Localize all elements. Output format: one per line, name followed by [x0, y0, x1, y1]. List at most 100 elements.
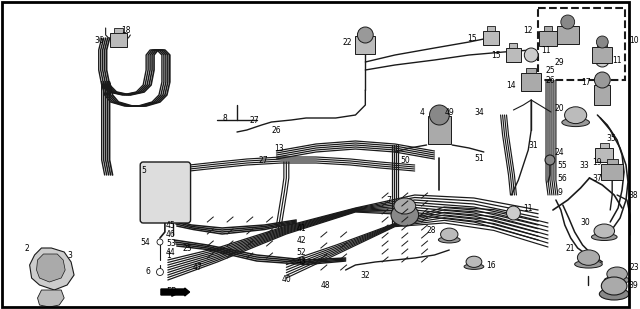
Text: 11: 11	[612, 56, 621, 65]
Text: 17: 17	[581, 78, 591, 87]
Ellipse shape	[594, 224, 614, 238]
Bar	[522, 73, 541, 91]
Bar	[539, 31, 557, 45]
Circle shape	[595, 72, 610, 88]
Text: 50: 50	[400, 155, 410, 164]
Bar	[602, 164, 623, 180]
Ellipse shape	[394, 198, 416, 214]
Text: 26: 26	[545, 75, 555, 84]
Text: 1: 1	[166, 251, 171, 260]
Text: 2: 2	[25, 243, 29, 252]
Bar	[597, 42, 607, 47]
Text: 46: 46	[166, 230, 176, 239]
Text: 25: 25	[545, 66, 555, 74]
Ellipse shape	[440, 228, 458, 241]
Ellipse shape	[599, 288, 629, 300]
Text: 45: 45	[166, 221, 176, 230]
Ellipse shape	[577, 250, 600, 265]
Bar	[607, 159, 618, 164]
Text: 10: 10	[629, 36, 639, 44]
Text: 41: 41	[296, 223, 306, 232]
Text: 35: 35	[606, 133, 616, 142]
Text: 6: 6	[145, 268, 150, 277]
Text: 48: 48	[321, 281, 331, 290]
Text: 9: 9	[558, 188, 563, 197]
Bar	[598, 80, 606, 85]
Polygon shape	[29, 248, 74, 290]
Circle shape	[595, 53, 609, 67]
Ellipse shape	[438, 237, 460, 243]
Text: 40: 40	[282, 276, 291, 285]
Bar	[526, 68, 536, 73]
Circle shape	[545, 155, 555, 165]
Bar	[543, 26, 552, 31]
Text: 23: 23	[630, 264, 639, 273]
Bar	[114, 28, 123, 33]
Text: 25: 25	[182, 243, 192, 252]
Text: 27: 27	[259, 155, 268, 164]
Text: 7: 7	[386, 196, 391, 205]
Bar	[355, 36, 375, 54]
Ellipse shape	[607, 267, 627, 281]
Text: 30: 30	[580, 218, 591, 226]
Text: 32: 32	[360, 270, 370, 280]
Text: 53: 53	[166, 239, 176, 248]
Bar	[509, 43, 517, 48]
Text: 52: 52	[296, 248, 306, 256]
Bar	[595, 85, 610, 105]
Text: 34: 34	[474, 108, 484, 116]
Circle shape	[357, 27, 373, 43]
Text: 51: 51	[474, 154, 484, 163]
Text: 8: 8	[222, 113, 227, 122]
Bar	[593, 47, 612, 63]
Text: 47: 47	[193, 264, 202, 273]
Text: 29: 29	[555, 57, 564, 66]
Circle shape	[596, 36, 608, 48]
Bar	[109, 33, 127, 47]
FancyArrow shape	[161, 288, 189, 296]
Bar	[506, 48, 522, 62]
Text: 4: 4	[420, 108, 424, 116]
Text: 49: 49	[444, 108, 454, 116]
Ellipse shape	[604, 277, 630, 283]
Text: 3: 3	[67, 251, 72, 260]
Text: 18: 18	[122, 26, 131, 35]
Text: 44: 44	[166, 248, 176, 256]
Circle shape	[157, 269, 163, 276]
Circle shape	[429, 105, 449, 125]
Text: 5: 5	[141, 166, 146, 175]
Circle shape	[506, 206, 520, 220]
Bar	[433, 111, 445, 116]
Text: 19: 19	[593, 158, 602, 167]
Text: 36: 36	[95, 36, 104, 44]
Bar	[557, 26, 579, 44]
Text: 16: 16	[486, 260, 495, 269]
Ellipse shape	[562, 118, 589, 127]
Ellipse shape	[564, 107, 587, 124]
Text: 11: 11	[524, 204, 533, 213]
Text: 38: 38	[628, 191, 637, 200]
Text: 28: 28	[427, 226, 436, 235]
Text: 13: 13	[275, 143, 284, 153]
Text: 42: 42	[296, 235, 306, 244]
Text: 21: 21	[565, 243, 575, 252]
Ellipse shape	[591, 234, 617, 240]
Bar	[360, 31, 371, 36]
Circle shape	[561, 15, 575, 29]
Polygon shape	[38, 290, 64, 307]
Text: 43: 43	[296, 257, 306, 266]
Text: 37: 37	[593, 173, 602, 183]
Ellipse shape	[466, 256, 482, 267]
Bar	[487, 26, 495, 31]
Bar	[483, 31, 499, 45]
Ellipse shape	[391, 204, 419, 226]
Text: 26: 26	[271, 125, 281, 134]
Text: 27: 27	[249, 116, 259, 125]
Bar	[428, 116, 451, 144]
Polygon shape	[36, 254, 65, 282]
Ellipse shape	[602, 277, 627, 295]
Text: 20: 20	[554, 104, 564, 112]
Text: 54: 54	[140, 238, 150, 247]
Text: 56: 56	[557, 173, 566, 183]
Circle shape	[157, 239, 163, 245]
